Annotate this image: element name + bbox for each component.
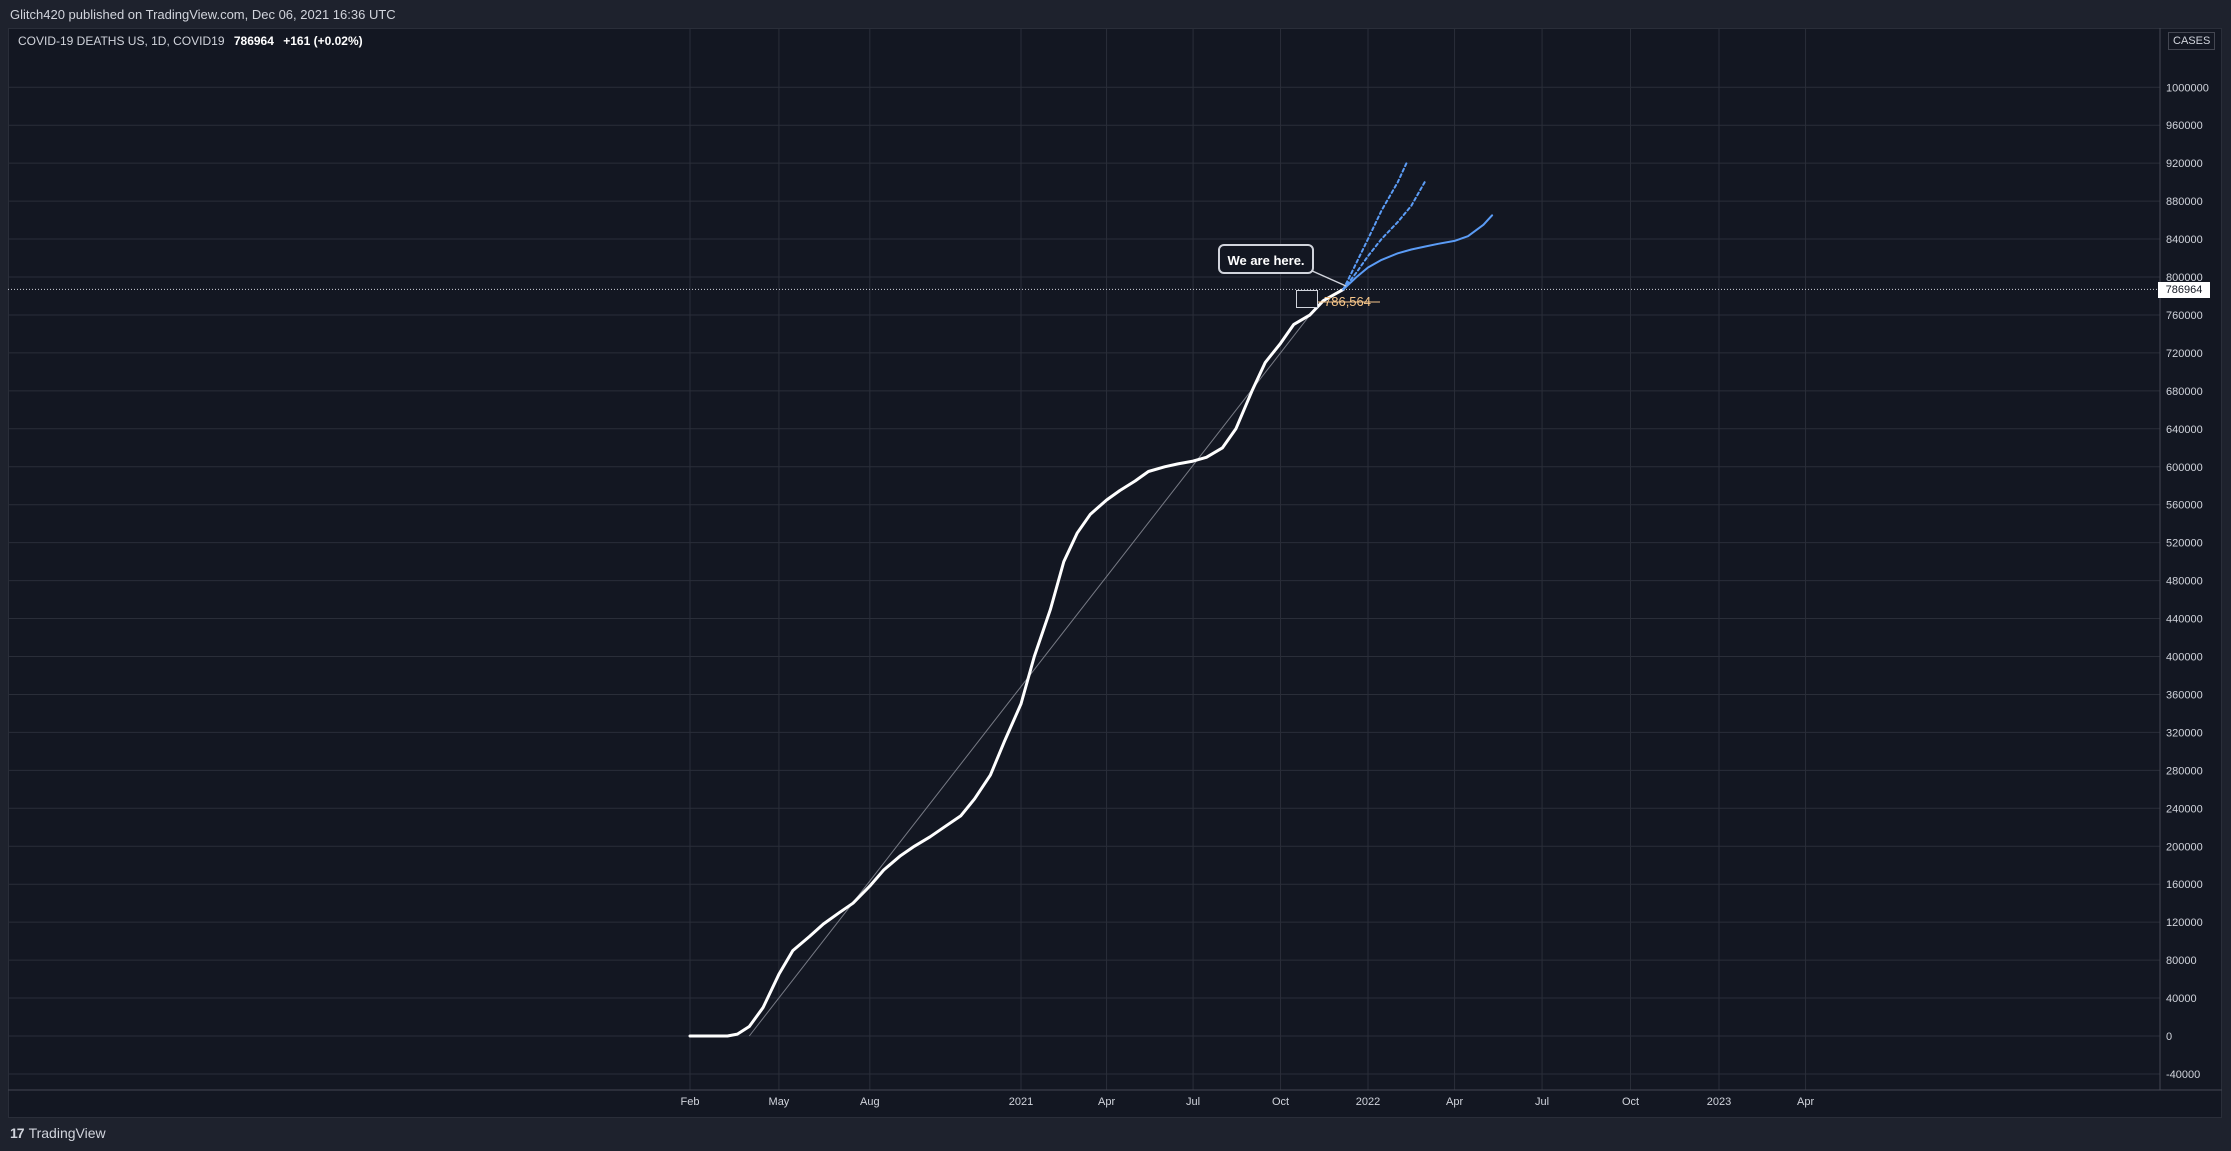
y-tick-label: 400000 — [2166, 652, 2203, 664]
chart-legend[interactable]: COVID-19 DEATHS US, 1D, COVID19 786964 +… — [18, 34, 363, 48]
callout-pointer — [1309, 269, 1347, 287]
y-tick-label: 440000 — [2166, 614, 2203, 626]
y-tick-label: -40000 — [2166, 1069, 2200, 1081]
x-tick-label: Apr — [1098, 1096, 1115, 1108]
y-tick-label: 200000 — [2166, 841, 2203, 853]
series-line-projection — [1342, 214, 1494, 291]
y-tick-label: 760000 — [2166, 310, 2203, 322]
y-tick-label: 600000 — [2166, 462, 2203, 474]
series-line-main — [688, 287, 1345, 1038]
x-tick-label: 2023 — [1707, 1096, 1731, 1108]
y-tick-label: 560000 — [2166, 500, 2203, 512]
x-tick-label: 2022 — [1356, 1096, 1380, 1108]
y-tick-label: 880000 — [2166, 196, 2203, 208]
y-tick-label: 160000 — [2166, 879, 2203, 891]
marker-box[interactable] — [1296, 290, 1318, 308]
axes: -40000 0 40000 80000 120000 160000 200000 24000… — [8, 28, 2222, 1108]
tradingview-logo[interactable]: 17 TradingView — [10, 1125, 106, 1141]
y-tick-label: 800000 — [2166, 272, 2203, 284]
legend-symbol: COVID-19 DEATHS US, 1D, COVID19 — [18, 34, 225, 48]
x-tick-label: 2021 — [1009, 1096, 1033, 1108]
y-tick-label: 960000 — [2166, 120, 2203, 132]
y-tick-label: 280000 — [2166, 765, 2203, 777]
publish-info: Glitch420 published on TradingView.com, … — [10, 7, 396, 22]
bottom-bar — [0, 1118, 2231, 1151]
x-tick-label: Oct — [1272, 1096, 1289, 1108]
x-tick-label: Aug — [860, 1096, 880, 1108]
legend-last-value: 786964 — [233, 34, 274, 48]
y-tick-label: 520000 — [2166, 538, 2203, 550]
x-tick-label: Oct — [1622, 1096, 1639, 1108]
x-tick-label: Apr — [1446, 1096, 1463, 1108]
y-tick-label: 840000 — [2166, 234, 2203, 246]
y-tick-label: 1000000 — [2166, 82, 2209, 94]
y-tick-label: 0 — [2166, 1031, 2172, 1043]
series — [688, 162, 1494, 1038]
series-line-projection — [1342, 181, 1426, 291]
scale-label[interactable]: CASES — [2168, 32, 2216, 50]
y-tick-label: 40000 — [2166, 993, 2197, 1005]
x-tick-label: Jul — [1535, 1096, 1549, 1108]
legend-change: +161 (+0.02%) — [283, 34, 363, 48]
tradingview-logo-icon: 17 — [10, 1125, 25, 1141]
y-tick-label: 360000 — [2166, 689, 2203, 701]
y-tick-label: 120000 — [2166, 917, 2203, 929]
y-tick-label: 920000 — [2166, 158, 2203, 170]
y-tick-label: 80000 — [2166, 955, 2197, 967]
y-tick-label: 640000 — [2166, 424, 2203, 436]
x-tick-label: Apr — [1797, 1096, 1814, 1108]
y-tick-label: 720000 — [2166, 348, 2203, 360]
tradingview-brand: TradingView — [28, 1125, 106, 1141]
chart-frame[interactable] — [8, 28, 2222, 1118]
x-tick-label: Jul — [1186, 1096, 1200, 1108]
last-price-badge: 786964 — [2158, 282, 2210, 298]
top-bar: Glitch420 published on TradingView.com, … — [0, 0, 2231, 28]
value-label: 786,564 — [1324, 294, 1371, 309]
series-line-projection — [1342, 162, 1408, 291]
x-tick-label: Feb — [681, 1096, 700, 1108]
callout-we-are-here[interactable]: We are here. — [1218, 244, 1314, 274]
y-tick-label: 240000 — [2166, 803, 2203, 815]
y-tick-label: 480000 — [2166, 576, 2203, 588]
y-tick-label: 320000 — [2166, 727, 2203, 739]
grid — [8, 28, 2160, 1090]
x-tick-label: May — [769, 1096, 790, 1108]
y-tick-label: 680000 — [2166, 386, 2203, 398]
